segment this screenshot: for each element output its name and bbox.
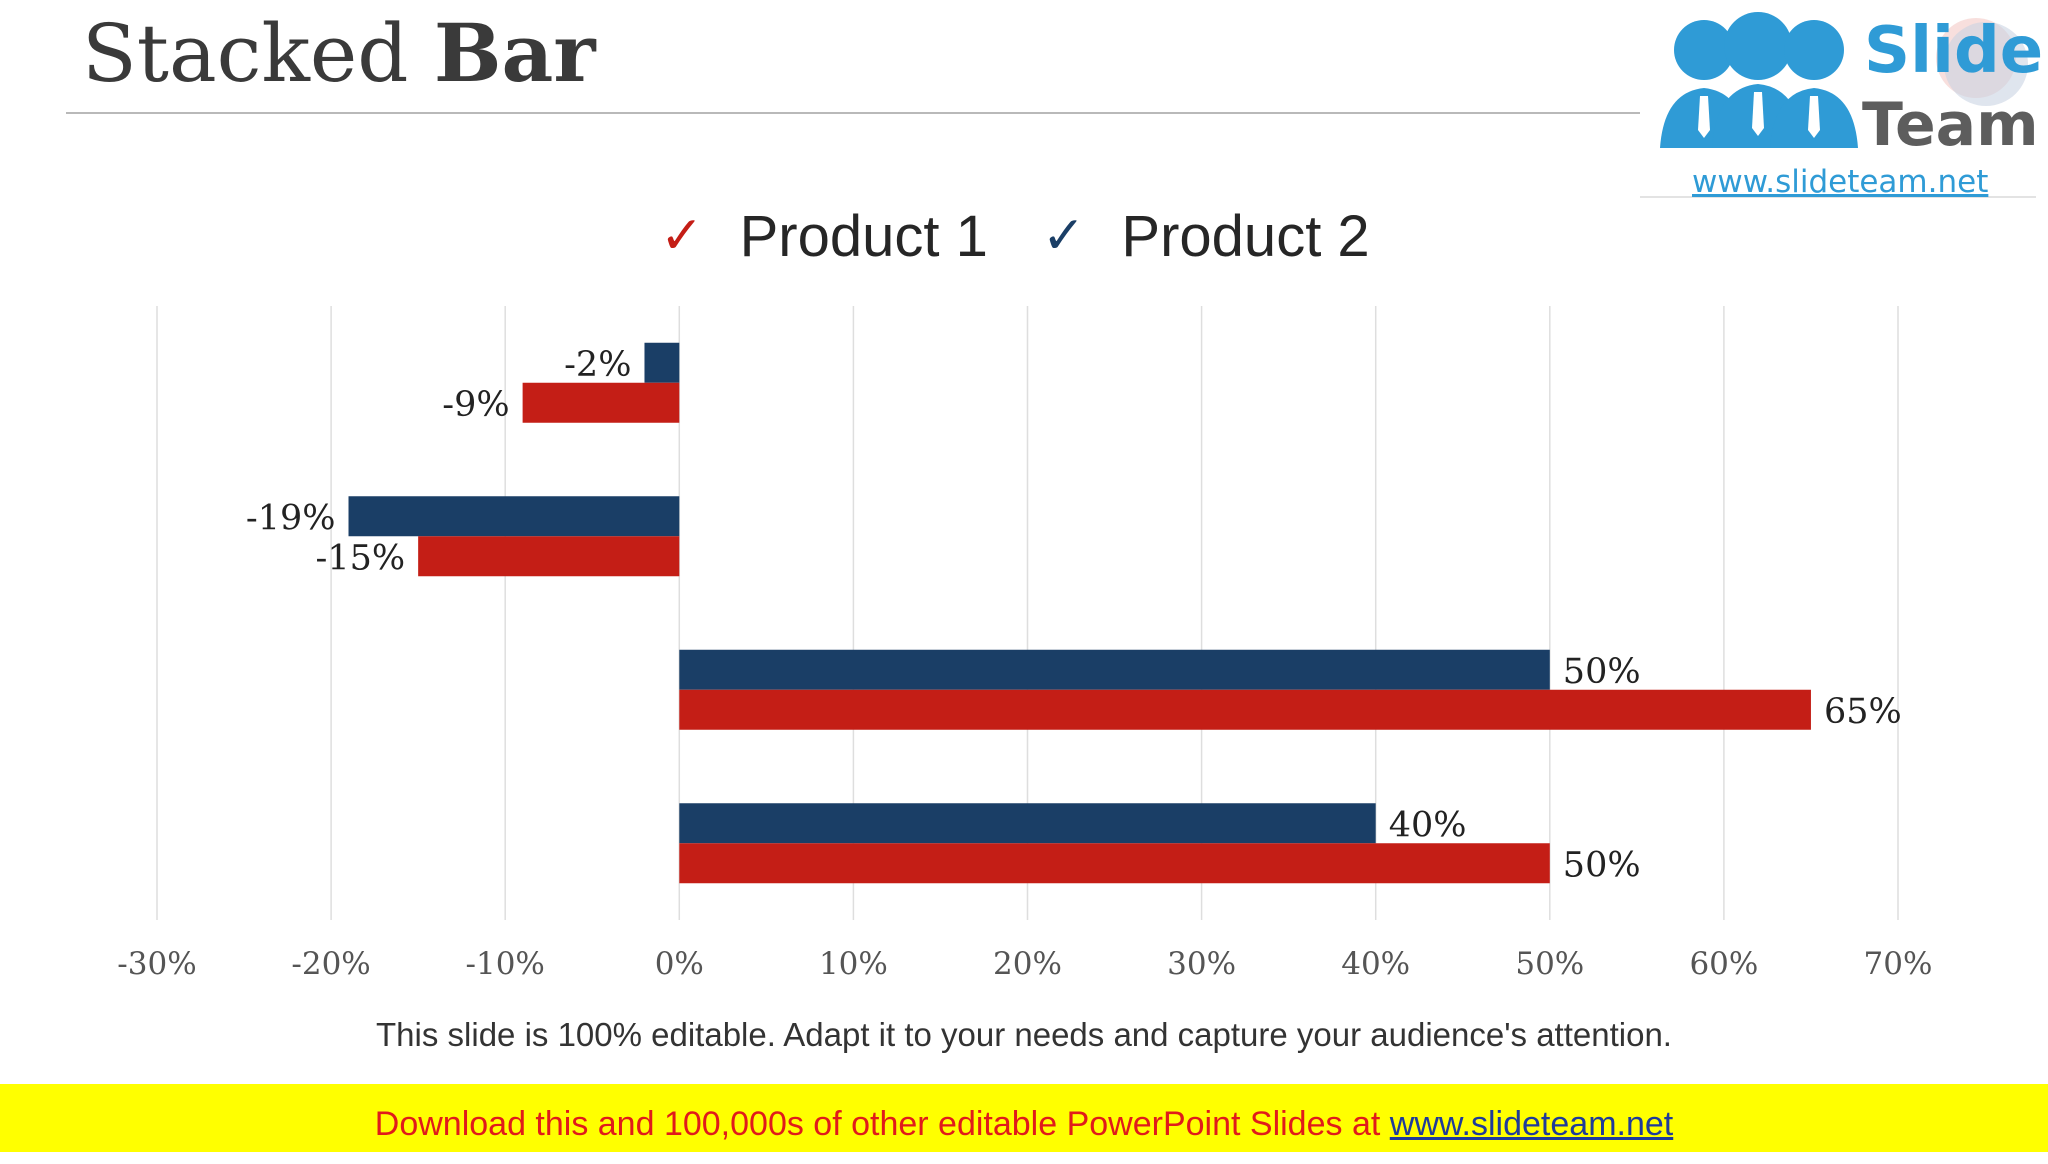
x-tick-label: -10% [466, 946, 545, 982]
people-logo-icon [1660, 12, 2028, 148]
banner-text: Download this and 100,000s of other edit… [374, 1105, 1390, 1143]
data-label: 40% [1389, 805, 1467, 845]
x-tick-label: -20% [291, 946, 370, 982]
checkmark-icon: ✓ [1041, 207, 1086, 265]
bar-product-1 [418, 536, 680, 577]
slide-caption: This slide is 100% editable. Adapt it to… [376, 1016, 1672, 1053]
x-tick-label: 20% [993, 946, 1062, 982]
chart-legend: ✓ Product 1 ✓ Product 2 [660, 196, 1424, 276]
logo-word-slide: Slide [1864, 14, 2044, 88]
bar-product-1 [679, 689, 1811, 730]
title-regular: Stacked [82, 7, 434, 100]
banner-link[interactable]: www.slideteam.net [1389, 1105, 1674, 1143]
x-tick-label: 60% [1689, 946, 1758, 982]
bar-chart: -30% -20% -10% 0% 10% 20% 30% 40% 50% 60% 70% -2% -9… [117, 306, 1933, 982]
x-tick-label: 50% [1515, 946, 1584, 982]
legend-label: Product 2 [1121, 203, 1370, 269]
slide-title: Stacked Bar [82, 6, 596, 100]
logo-word-team: Team [1862, 90, 2039, 160]
x-tick-label: 40% [1341, 946, 1410, 982]
bar-product-1 [679, 843, 1550, 884]
bar-product-2 [348, 496, 680, 537]
data-label: -9% [442, 385, 509, 425]
data-label: -15% [316, 538, 406, 578]
x-tick-label: 10% [819, 946, 888, 982]
data-label: -2% [564, 345, 631, 385]
title-divider [66, 112, 1640, 114]
data-label: -19% [246, 498, 336, 538]
bar-product-1 [522, 382, 680, 423]
data-label: 50% [1563, 845, 1641, 885]
download-banner[interactable]: Download this and 100,000s of other edit… [0, 1084, 2048, 1152]
title-bold: Bar [433, 6, 596, 100]
slideteam-logo[interactable]: Slide Team www.slideteam.net [1640, 0, 2043, 200]
checkmark-icon: ✓ [660, 207, 704, 265]
x-tick-label: 70% [1864, 946, 1933, 982]
legend-item-product-2: ✓ Product 2 [1042, 203, 1370, 270]
x-tick-label: -30% [117, 946, 196, 982]
x-tick-label: 0% [655, 946, 704, 982]
logo-url-link[interactable]: www.slideteam.net [1692, 164, 1989, 200]
data-label: 65% [1824, 692, 1902, 732]
bar-product-2 [679, 803, 1376, 844]
bar-product-2 [679, 649, 1550, 690]
x-tick-label: 30% [1167, 946, 1236, 982]
data-label: 50% [1563, 652, 1641, 692]
bar-product-2 [644, 342, 680, 383]
legend-item-product-1: ✓ Product 1 [660, 203, 988, 270]
legend-label: Product 1 [739, 203, 988, 269]
